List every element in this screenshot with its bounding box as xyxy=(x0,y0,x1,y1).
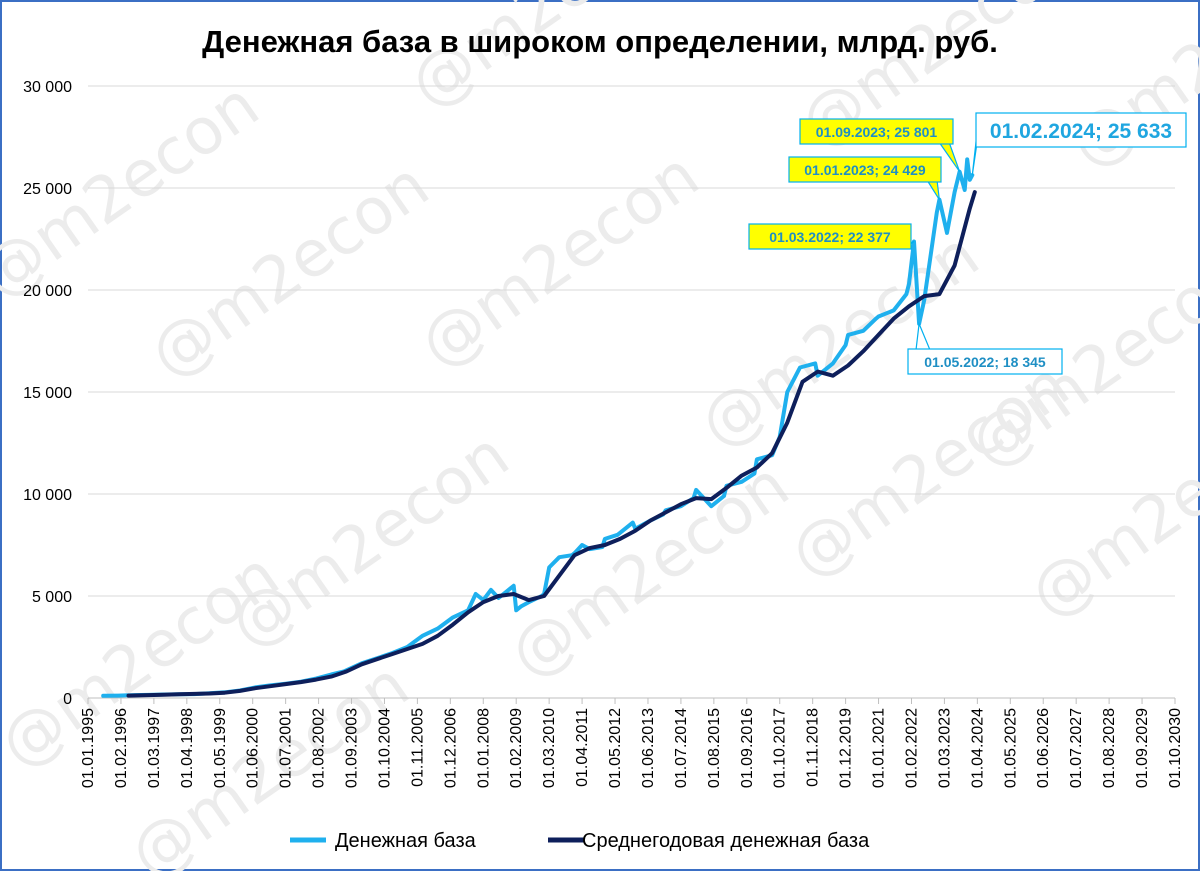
callout-box xyxy=(748,223,912,250)
x-tick-label: 01.08.2015 xyxy=(706,708,723,788)
x-tick-label: 01.09.2029 xyxy=(1134,708,1151,788)
x-axis: 01.01.1995 01.02.1996 01.03.1997 01.04.1998… xyxy=(80,698,1184,788)
callout-box xyxy=(788,156,942,183)
x-tick-label: 01.02.1996 xyxy=(113,708,130,788)
x-tick-label: 01.03.2023 xyxy=(936,708,953,788)
grid-lines xyxy=(88,85,1175,699)
x-tick-label: 01.09.2003 xyxy=(344,708,361,788)
x-tick-label: 01.03.1997 xyxy=(146,708,163,788)
x-tick-label: 01.10.2030 xyxy=(1167,708,1184,788)
callout-pointer xyxy=(925,179,940,200)
x-tick-label: 01.10.2004 xyxy=(376,708,393,788)
legend: Денежная база Среднегодовая денежная база xyxy=(290,830,870,852)
y-tick-label: 10 000 xyxy=(23,487,72,504)
watermark-text: @m2econ xyxy=(407,138,713,383)
x-tick-label: 01.07.2014 xyxy=(673,708,690,788)
legend-label: Среднегодовая денежная база xyxy=(582,830,870,852)
y-tick-label: 30 000 xyxy=(23,79,72,96)
watermark-text: @m2econ xyxy=(497,448,803,693)
x-tick-label: 01.04.2024 xyxy=(969,708,986,788)
x-tick-label: 01.08.2028 xyxy=(1101,708,1118,788)
x-tick-label: 01.05.2012 xyxy=(607,708,624,788)
y-tick-label: 25 000 xyxy=(23,181,72,198)
watermark-text: @m2econ xyxy=(1057,0,1200,183)
callout-label: 01.05.2022; 18 345 xyxy=(924,354,1046,370)
y-axis: 0 5 000 10 000 15 000 20 000 25 000 30 000 xyxy=(23,79,72,708)
y-tick-label: 5 000 xyxy=(32,589,72,606)
callout-label: 01.01.2023; 24 429 xyxy=(804,162,926,178)
callout-pointer xyxy=(937,141,961,173)
x-tick-label: 01.12.2019 xyxy=(838,708,855,788)
x-tick-label: 01.01.2008 xyxy=(475,708,492,788)
y-tick-label: 20 000 xyxy=(23,283,72,300)
series-layer xyxy=(101,157,977,698)
x-tick-label: 01.02.2009 xyxy=(508,708,525,788)
x-tick-label: 01.11.2018 xyxy=(805,708,822,787)
x-tick-label: 01.06.2013 xyxy=(640,708,657,788)
callout-box xyxy=(907,348,1063,375)
callout-label: 01.09.2023; 25 801 xyxy=(816,124,938,140)
x-tick-label: 01.06.2000 xyxy=(245,708,262,788)
legend-label: Денежная база xyxy=(335,830,477,852)
x-tick-label: 01.06.2026 xyxy=(1035,708,1052,788)
data-callout: 01.09.2023; 25 801 xyxy=(799,118,961,173)
data-callout: 01.01.2023; 24 429 xyxy=(788,156,942,200)
x-tick-label: 01.11.2005 xyxy=(409,708,426,787)
x-tick-label: 01.07.2001 xyxy=(278,708,295,788)
annotation-layer: 01.03.2022; 22 377 01.05.2022; 18 345 01.0… xyxy=(748,112,1187,375)
callout-box xyxy=(799,118,954,145)
y-tick-label: 15 000 xyxy=(23,385,72,402)
x-tick-label: 01.05.1999 xyxy=(212,708,229,788)
watermark-text: @m2econ xyxy=(397,0,703,123)
data-callout: 01.02.2024; 25 633 xyxy=(971,112,1187,176)
data-callout: 01.05.2022; 18 345 xyxy=(907,321,1063,375)
data-callout: 01.03.2022; 22 377 xyxy=(748,223,915,250)
x-tick-label: 01.01.2021 xyxy=(871,708,888,788)
callout-pointer xyxy=(915,321,931,351)
x-tick-label: 01.04.1998 xyxy=(179,708,196,788)
series-line-annual-average xyxy=(126,190,977,698)
chart-title: Денежная база в широком определении, млр… xyxy=(202,24,998,59)
x-tick-label: 01.03.2010 xyxy=(541,708,558,788)
x-tick-label: 01.10.2017 xyxy=(772,708,789,788)
x-tick-label: 01.02.2022 xyxy=(903,708,920,788)
x-tick-label: 01.09.2016 xyxy=(739,708,756,788)
watermark-text: @m2econ xyxy=(217,418,523,663)
x-tick-label: 01.08.2002 xyxy=(311,708,328,788)
callout-label: 01.03.2022; 22 377 xyxy=(769,229,891,245)
y-tick-label: 0 xyxy=(63,691,72,708)
callout-label: 01.02.2024; 25 633 xyxy=(990,120,1172,143)
x-tick-label: 01.07.2027 xyxy=(1068,708,1085,788)
x-tick-label: 01.01.1995 xyxy=(80,708,97,788)
x-tick-label: 01.04.2011 xyxy=(574,708,591,787)
x-tick-label: 01.12.2006 xyxy=(442,708,459,788)
callout-box xyxy=(975,112,1187,148)
x-tick-label: 01.05.2025 xyxy=(1002,708,1019,788)
